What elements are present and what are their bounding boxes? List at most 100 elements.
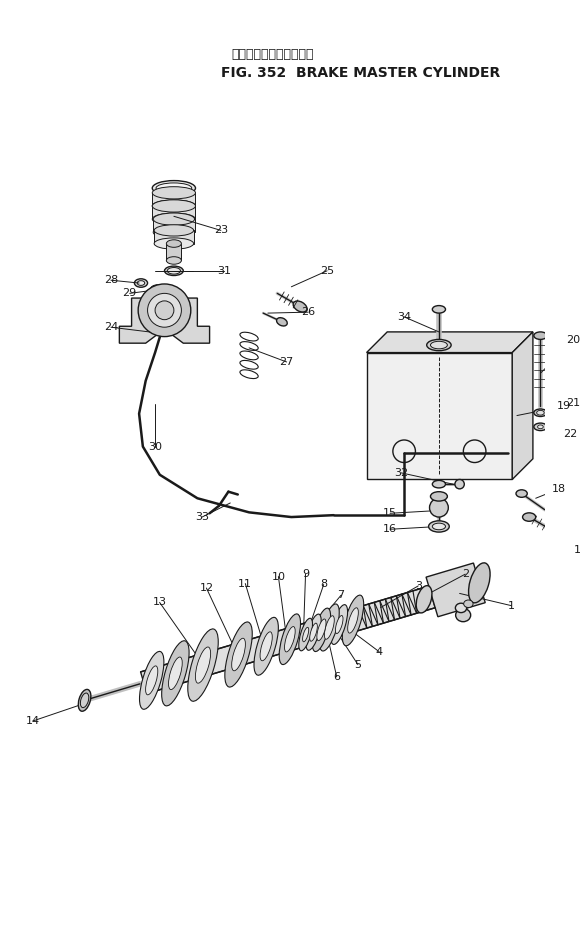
Ellipse shape <box>195 647 211 683</box>
Text: 22: 22 <box>563 430 578 439</box>
Ellipse shape <box>534 332 547 339</box>
Text: 31: 31 <box>217 266 231 276</box>
Ellipse shape <box>463 600 473 608</box>
Ellipse shape <box>254 617 278 675</box>
Ellipse shape <box>153 200 195 212</box>
Ellipse shape <box>455 603 467 612</box>
Ellipse shape <box>167 268 180 274</box>
Text: 28: 28 <box>104 275 118 285</box>
Text: 4: 4 <box>376 647 383 657</box>
Ellipse shape <box>299 618 313 651</box>
Text: 10: 10 <box>271 572 285 581</box>
Text: ブレーキマスタシリンダ: ブレーキマスタシリンダ <box>231 48 314 61</box>
Ellipse shape <box>156 183 192 193</box>
Ellipse shape <box>153 181 195 196</box>
Ellipse shape <box>154 225 194 236</box>
Ellipse shape <box>306 614 321 650</box>
Ellipse shape <box>162 641 189 706</box>
Polygon shape <box>119 298 209 343</box>
Text: 26: 26 <box>301 307 316 317</box>
Ellipse shape <box>335 615 343 634</box>
Text: 13: 13 <box>153 597 166 608</box>
Polygon shape <box>367 352 512 479</box>
Circle shape <box>455 479 465 489</box>
Ellipse shape <box>153 187 195 199</box>
Text: 2: 2 <box>462 569 469 579</box>
Text: 20: 20 <box>566 335 580 346</box>
Ellipse shape <box>432 305 445 313</box>
Ellipse shape <box>456 609 471 622</box>
Ellipse shape <box>430 341 447 349</box>
Ellipse shape <box>538 425 543 429</box>
Polygon shape <box>512 332 533 479</box>
Ellipse shape <box>277 317 287 326</box>
Text: 16: 16 <box>383 525 397 534</box>
Ellipse shape <box>153 213 194 225</box>
Ellipse shape <box>347 608 358 633</box>
Ellipse shape <box>536 411 544 415</box>
Text: 24: 24 <box>104 322 118 333</box>
Ellipse shape <box>516 490 527 497</box>
Circle shape <box>155 300 174 319</box>
Ellipse shape <box>225 622 252 687</box>
Ellipse shape <box>154 238 194 250</box>
Text: 8: 8 <box>320 579 327 590</box>
Text: 14: 14 <box>26 716 40 726</box>
Text: 6: 6 <box>334 672 340 682</box>
Circle shape <box>147 293 182 327</box>
Text: 18: 18 <box>552 484 566 494</box>
Ellipse shape <box>165 266 183 275</box>
Ellipse shape <box>169 657 182 690</box>
Polygon shape <box>153 219 194 233</box>
Polygon shape <box>154 231 194 244</box>
Ellipse shape <box>231 639 245 671</box>
Text: 21: 21 <box>566 398 580 408</box>
Polygon shape <box>166 244 182 261</box>
Ellipse shape <box>166 240 182 248</box>
Text: 25: 25 <box>320 266 334 276</box>
Ellipse shape <box>279 614 300 664</box>
Ellipse shape <box>135 279 147 287</box>
Ellipse shape <box>78 690 91 711</box>
Text: 9: 9 <box>302 569 309 579</box>
Text: 27: 27 <box>280 357 294 367</box>
Ellipse shape <box>469 563 490 603</box>
Ellipse shape <box>429 521 450 532</box>
Ellipse shape <box>293 301 307 312</box>
Text: 11: 11 <box>238 578 252 589</box>
Text: 33: 33 <box>195 512 209 522</box>
Ellipse shape <box>188 629 218 701</box>
Text: 15: 15 <box>383 509 397 518</box>
Ellipse shape <box>137 281 145 285</box>
Ellipse shape <box>285 626 295 652</box>
Ellipse shape <box>153 226 194 238</box>
Ellipse shape <box>153 213 195 225</box>
Ellipse shape <box>312 609 331 652</box>
Circle shape <box>138 284 191 336</box>
Text: FIG. 352  BRAKE MASTER CYLINDER: FIG. 352 BRAKE MASTER CYLINDER <box>221 67 500 80</box>
Ellipse shape <box>432 523 445 529</box>
Ellipse shape <box>534 409 547 416</box>
Circle shape <box>430 498 448 517</box>
Ellipse shape <box>320 604 339 651</box>
Ellipse shape <box>416 586 432 613</box>
Ellipse shape <box>331 605 347 644</box>
Text: 1: 1 <box>508 601 515 610</box>
Ellipse shape <box>342 595 364 646</box>
Ellipse shape <box>146 666 158 695</box>
Polygon shape <box>426 563 485 617</box>
Polygon shape <box>140 586 435 693</box>
Ellipse shape <box>430 492 447 501</box>
Ellipse shape <box>150 284 165 294</box>
Text: 7: 7 <box>338 591 345 600</box>
Ellipse shape <box>153 286 162 292</box>
Ellipse shape <box>140 652 164 709</box>
Ellipse shape <box>260 632 272 660</box>
Ellipse shape <box>303 627 309 642</box>
Ellipse shape <box>153 200 195 212</box>
Polygon shape <box>153 206 195 219</box>
Ellipse shape <box>310 624 317 642</box>
Text: 34: 34 <box>397 312 411 322</box>
Text: 32: 32 <box>394 468 408 478</box>
Ellipse shape <box>166 257 182 264</box>
